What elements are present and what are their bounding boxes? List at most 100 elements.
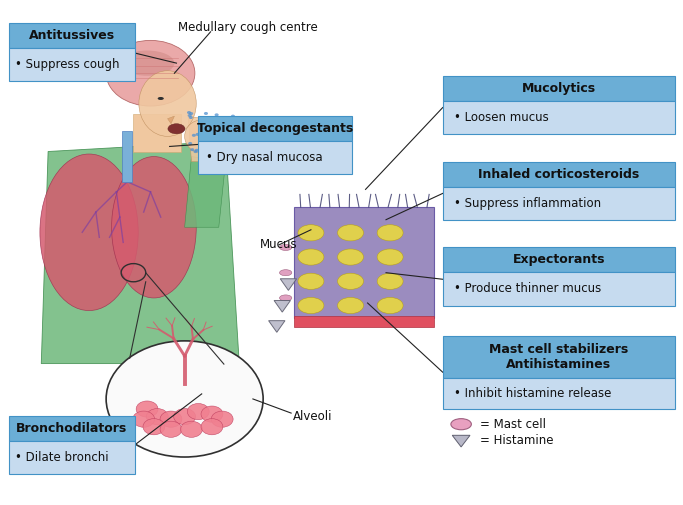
Ellipse shape (337, 297, 363, 314)
Text: = Histamine: = Histamine (480, 434, 554, 447)
Circle shape (198, 126, 202, 129)
Text: Mast cell stabilizers
Antihistamines: Mast cell stabilizers Antihistamines (489, 343, 628, 371)
Ellipse shape (279, 244, 292, 250)
Text: Topical decongestants: Topical decongestants (197, 122, 353, 135)
FancyBboxPatch shape (198, 116, 352, 141)
Circle shape (188, 114, 192, 117)
Text: • Dry nasal mucosa: • Dry nasal mucosa (206, 151, 322, 164)
Text: Bronchodilators: Bronchodilators (16, 422, 127, 435)
Ellipse shape (184, 120, 219, 153)
Circle shape (195, 133, 199, 136)
Circle shape (211, 411, 233, 427)
Ellipse shape (120, 50, 174, 76)
Circle shape (201, 132, 205, 135)
FancyBboxPatch shape (443, 247, 675, 272)
Circle shape (189, 112, 193, 115)
Circle shape (219, 136, 223, 139)
Circle shape (232, 119, 236, 122)
Text: Inhaled corticosteroids: Inhaled corticosteroids (478, 168, 639, 181)
Circle shape (212, 148, 217, 152)
Polygon shape (268, 321, 285, 332)
Ellipse shape (139, 71, 196, 136)
Circle shape (204, 112, 208, 115)
Text: • Suppress inflammation: • Suppress inflammation (454, 196, 602, 210)
FancyBboxPatch shape (8, 23, 135, 47)
Polygon shape (280, 279, 296, 290)
Circle shape (201, 153, 205, 156)
Circle shape (201, 133, 205, 136)
Polygon shape (184, 157, 225, 227)
Text: • Dilate bronchi: • Dilate bronchi (15, 450, 109, 464)
Polygon shape (41, 141, 239, 364)
Circle shape (215, 149, 219, 153)
Text: Alveoli: Alveoli (292, 410, 332, 423)
Circle shape (215, 151, 219, 154)
Circle shape (191, 148, 195, 151)
Text: • Produce thinner mucus: • Produce thinner mucus (454, 282, 602, 295)
Text: • Suppress cough: • Suppress cough (15, 58, 120, 71)
FancyBboxPatch shape (443, 76, 675, 100)
Circle shape (195, 149, 199, 152)
Ellipse shape (279, 270, 292, 276)
Text: Mucolytics: Mucolytics (522, 82, 596, 95)
Ellipse shape (279, 295, 292, 301)
FancyBboxPatch shape (122, 131, 132, 182)
Ellipse shape (168, 124, 185, 134)
Ellipse shape (337, 249, 363, 265)
Ellipse shape (40, 154, 138, 311)
Circle shape (188, 142, 192, 145)
Circle shape (201, 406, 223, 422)
Ellipse shape (298, 225, 324, 241)
Polygon shape (167, 116, 174, 124)
Ellipse shape (451, 419, 471, 430)
Ellipse shape (298, 273, 324, 289)
FancyBboxPatch shape (8, 416, 135, 440)
Circle shape (180, 421, 202, 437)
Circle shape (133, 411, 154, 427)
Text: • Loosen mucus: • Loosen mucus (454, 111, 549, 124)
Circle shape (106, 341, 263, 457)
Circle shape (207, 143, 211, 146)
Ellipse shape (337, 273, 363, 289)
Ellipse shape (298, 249, 324, 265)
Ellipse shape (377, 249, 403, 265)
Circle shape (187, 403, 209, 420)
Text: = Mast cell: = Mast cell (480, 418, 546, 431)
FancyBboxPatch shape (8, 47, 135, 81)
Ellipse shape (337, 225, 363, 241)
FancyBboxPatch shape (443, 186, 675, 220)
FancyBboxPatch shape (443, 378, 675, 409)
Ellipse shape (298, 297, 324, 314)
Circle shape (232, 120, 236, 123)
Circle shape (143, 419, 165, 435)
Circle shape (193, 150, 197, 153)
FancyBboxPatch shape (443, 336, 675, 378)
Circle shape (160, 421, 182, 437)
Circle shape (214, 113, 219, 116)
Circle shape (208, 120, 212, 123)
Circle shape (189, 116, 193, 119)
Text: • Inhibit histamine release: • Inhibit histamine release (454, 387, 612, 400)
Polygon shape (188, 116, 225, 162)
Circle shape (221, 129, 225, 132)
FancyBboxPatch shape (443, 272, 675, 306)
Ellipse shape (106, 40, 195, 106)
FancyBboxPatch shape (133, 114, 181, 152)
Circle shape (187, 111, 191, 114)
Circle shape (214, 156, 219, 159)
Circle shape (201, 419, 223, 435)
Circle shape (231, 115, 235, 118)
Ellipse shape (377, 225, 403, 241)
Circle shape (146, 409, 168, 425)
Ellipse shape (377, 297, 403, 314)
Circle shape (226, 147, 230, 150)
Circle shape (173, 409, 195, 425)
FancyBboxPatch shape (198, 141, 352, 174)
Circle shape (160, 411, 182, 427)
Text: Antitussives: Antitussives (29, 29, 115, 42)
Circle shape (200, 140, 204, 143)
Polygon shape (274, 300, 290, 312)
FancyBboxPatch shape (443, 100, 675, 134)
Polygon shape (452, 435, 470, 447)
Circle shape (192, 134, 196, 137)
